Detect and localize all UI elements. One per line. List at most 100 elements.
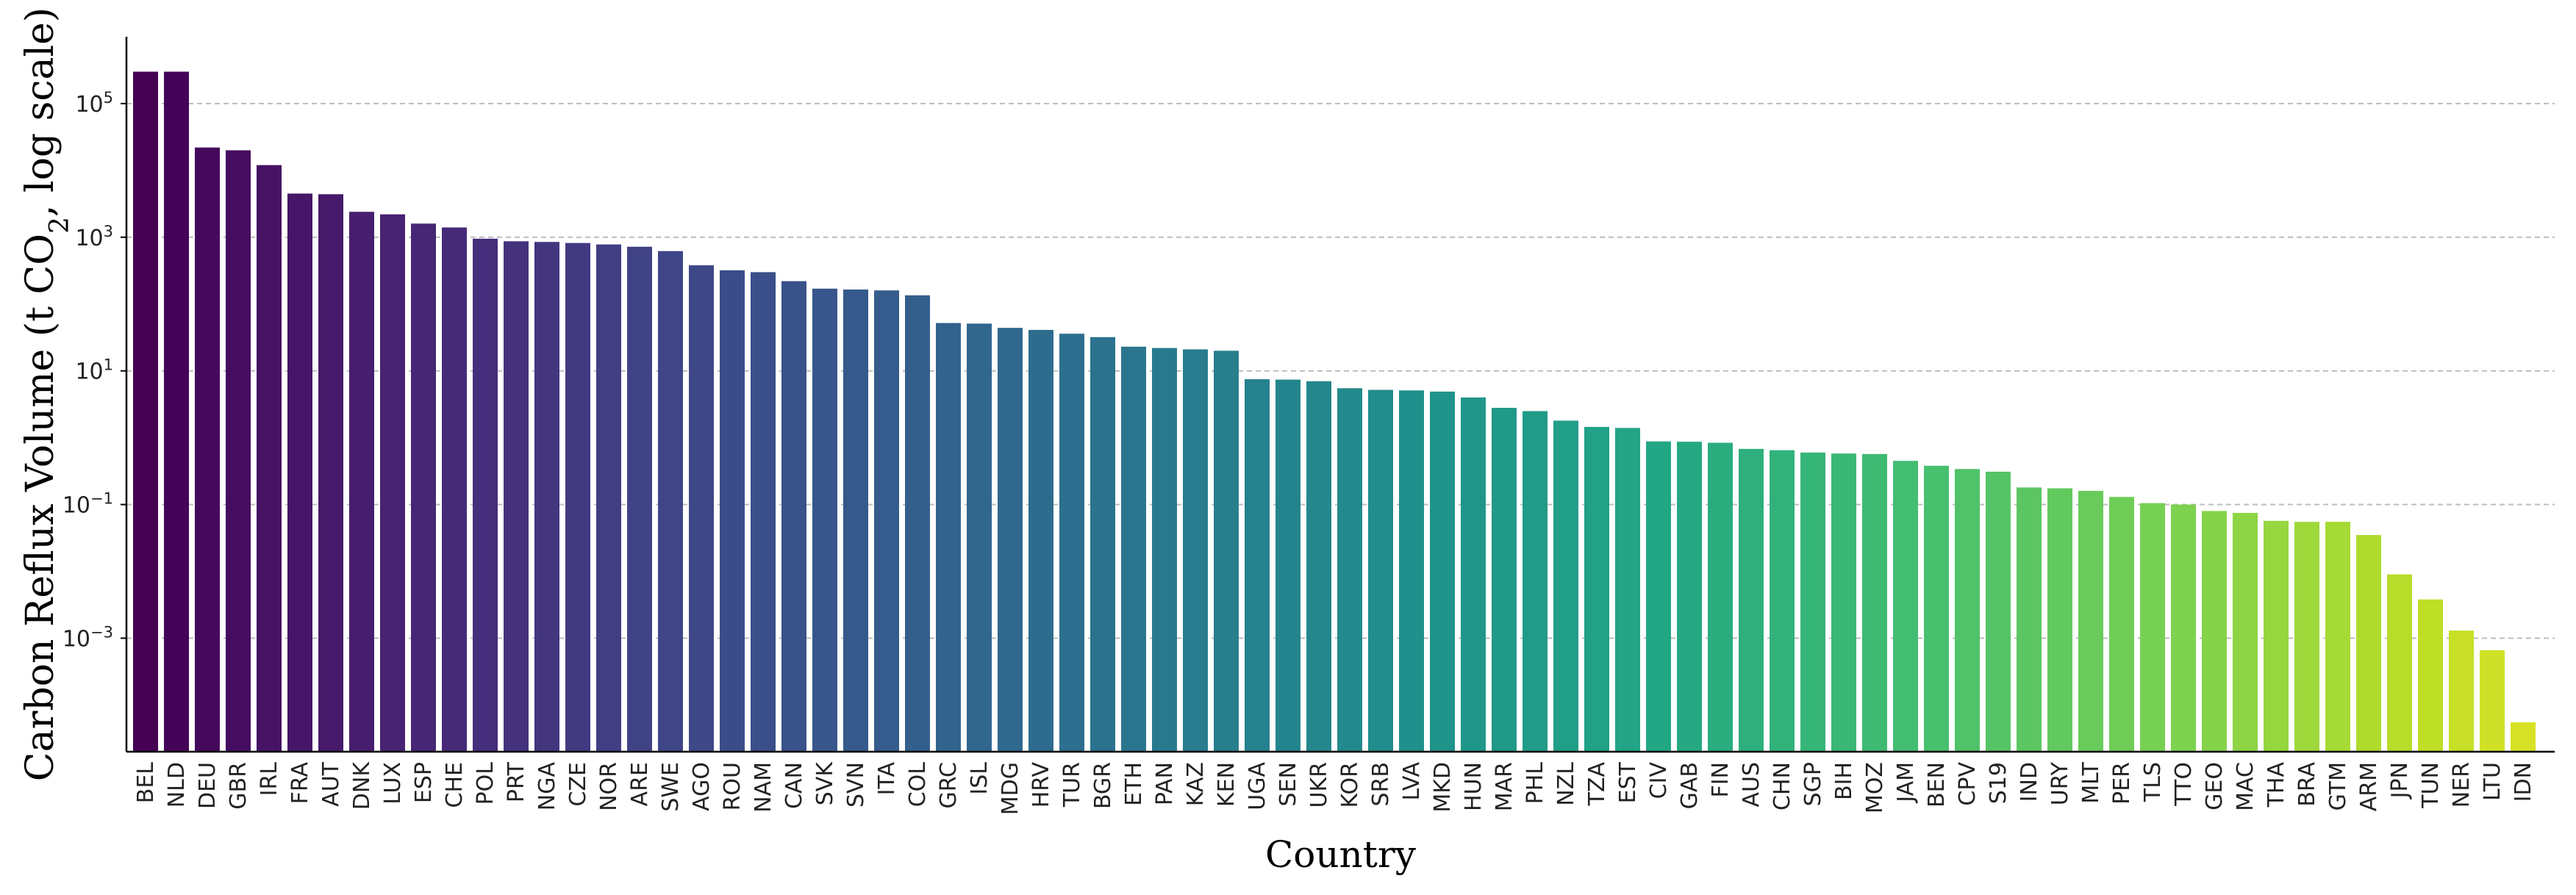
bar-uga xyxy=(1245,379,1270,752)
bar-nor xyxy=(596,244,621,752)
bar-lux xyxy=(380,214,405,752)
bar-srb xyxy=(1368,389,1393,752)
bar-prt xyxy=(504,241,529,752)
x-tick-label: ISL xyxy=(967,762,992,795)
x-tick-label: ITA xyxy=(874,762,900,796)
bar-mkd xyxy=(1430,391,1455,752)
x-tick-label: UKR xyxy=(1306,762,1332,808)
x-tick-label: SVK xyxy=(812,761,838,806)
bar-tha xyxy=(2264,520,2289,752)
x-tick-label: URY xyxy=(2047,761,2073,805)
x-tick-label: EST xyxy=(1615,761,1641,803)
y-axis-title-subscript: 2 xyxy=(45,217,75,234)
x-tick-label: BGR xyxy=(1090,762,1116,809)
bar-nam xyxy=(751,272,776,752)
x-tick-label: JAM xyxy=(1893,762,1919,804)
x-tick-label: FRA xyxy=(287,762,313,805)
x-tick-label: BEN xyxy=(1924,762,1950,808)
y-tick-label: 10−1 xyxy=(62,490,113,519)
x-tick-label: SVN xyxy=(843,762,869,808)
bar-gab xyxy=(1677,442,1702,752)
x-tick-label: MDG xyxy=(998,762,1023,815)
bar-fin xyxy=(1708,442,1733,752)
x-tick-label: TLS xyxy=(2140,762,2166,802)
y-axis-title-suffix: , log scale) xyxy=(18,7,62,217)
bar-mac xyxy=(2233,512,2258,752)
bar-can xyxy=(781,281,806,752)
x-axis-title: Country xyxy=(1265,833,1417,876)
x-tick-label: GEO xyxy=(2202,762,2228,810)
x-tick-label: AUT xyxy=(318,761,344,806)
bar-est xyxy=(1615,428,1640,752)
x-tick-label: TZA xyxy=(1584,762,1610,807)
bar-s19 xyxy=(1986,471,2011,752)
bar-bra xyxy=(2294,522,2319,752)
x-tick-label: SGP xyxy=(1800,762,1826,806)
bar-idn xyxy=(2511,722,2536,752)
y-tick-label: 10−3 xyxy=(62,623,113,652)
bar-chn xyxy=(1770,450,1795,752)
x-tick-label: CZE xyxy=(565,762,591,806)
x-tick-label: BIH xyxy=(1831,762,1857,800)
x-tick-label: MAR xyxy=(1492,762,1517,811)
x-tick-label: CAN xyxy=(781,762,807,809)
bar-grc xyxy=(936,323,961,752)
bar-gtm xyxy=(2325,522,2350,752)
x-tick-label: POL xyxy=(473,762,498,805)
bar-svn xyxy=(843,289,868,752)
x-tick-label: TTO xyxy=(2171,762,2197,807)
bar-hun xyxy=(1461,397,1486,752)
x-tick-label: BRA xyxy=(2294,762,2320,807)
x-tick-label: NGA xyxy=(534,762,560,811)
x-tick-label: IDN xyxy=(2511,762,2536,802)
bar-dnk xyxy=(349,212,374,752)
x-tick-label: LVA xyxy=(1399,762,1425,801)
bar-fra xyxy=(287,193,312,752)
x-tick-label: AGO xyxy=(689,762,715,811)
x-tick-label: CIV xyxy=(1646,762,1672,799)
bar-deu xyxy=(195,147,220,752)
bar-ner xyxy=(2449,630,2474,752)
x-tick-label: NAM xyxy=(751,762,776,813)
y-tick-labels: 10−3 10−1 101 103 105 xyxy=(62,89,126,652)
x-tick-label: GTM xyxy=(2325,762,2351,810)
bar-geo xyxy=(2202,511,2227,752)
bar-kaz xyxy=(1183,349,1208,752)
x-tick-label: ARM xyxy=(2356,762,2382,811)
bar-bih xyxy=(1831,453,1856,752)
bar-rou xyxy=(720,270,745,752)
x-tick-label: UGA xyxy=(1245,762,1270,810)
bar-aut xyxy=(318,194,343,752)
bar-are xyxy=(627,246,652,752)
x-tick-label: PRT xyxy=(504,761,529,802)
bar-swe xyxy=(658,251,683,752)
bar-nld xyxy=(164,71,189,752)
x-tick-label: MKD xyxy=(1430,762,1456,813)
bar-col xyxy=(905,295,930,752)
x-tick-label: S19 xyxy=(1986,762,2011,804)
bar-mdg xyxy=(998,328,1023,752)
bar-ukr xyxy=(1306,381,1331,752)
x-tick-label: COL xyxy=(905,762,931,808)
x-tick-label: ESP xyxy=(411,762,437,803)
x-tick-label: LTU xyxy=(2480,762,2505,801)
x-tick-label: CPV xyxy=(1955,762,1981,806)
x-tick-label: ARE xyxy=(627,762,653,806)
x-tick-label: NLD xyxy=(164,762,190,808)
x-tick-label: HUN xyxy=(1461,762,1486,811)
bar-mlt xyxy=(2078,491,2103,752)
y-axis-title: Carbon Reflux Volume (t CO2, log scale) xyxy=(18,7,75,781)
x-tick-label: DEU xyxy=(195,762,221,809)
x-tick-label: GAB xyxy=(1677,762,1703,809)
y-tick-label: 103 xyxy=(75,223,113,251)
bar-gbr xyxy=(226,150,251,752)
x-tick-labels: BEL NLD DEU GBR IRL FRA AUT DNK LUX ESP CHE POL PRT N… xyxy=(133,761,2536,816)
bar-civ xyxy=(1646,441,1671,752)
bar-sen xyxy=(1276,379,1300,752)
x-tick-label: MLT xyxy=(2078,761,2104,803)
x-tick-label: NZL xyxy=(1553,762,1579,806)
x-tick-label: LUX xyxy=(380,762,406,805)
axes xyxy=(125,37,2555,753)
bar-tto xyxy=(2171,504,2196,752)
x-tick-label: IRL xyxy=(257,762,282,797)
